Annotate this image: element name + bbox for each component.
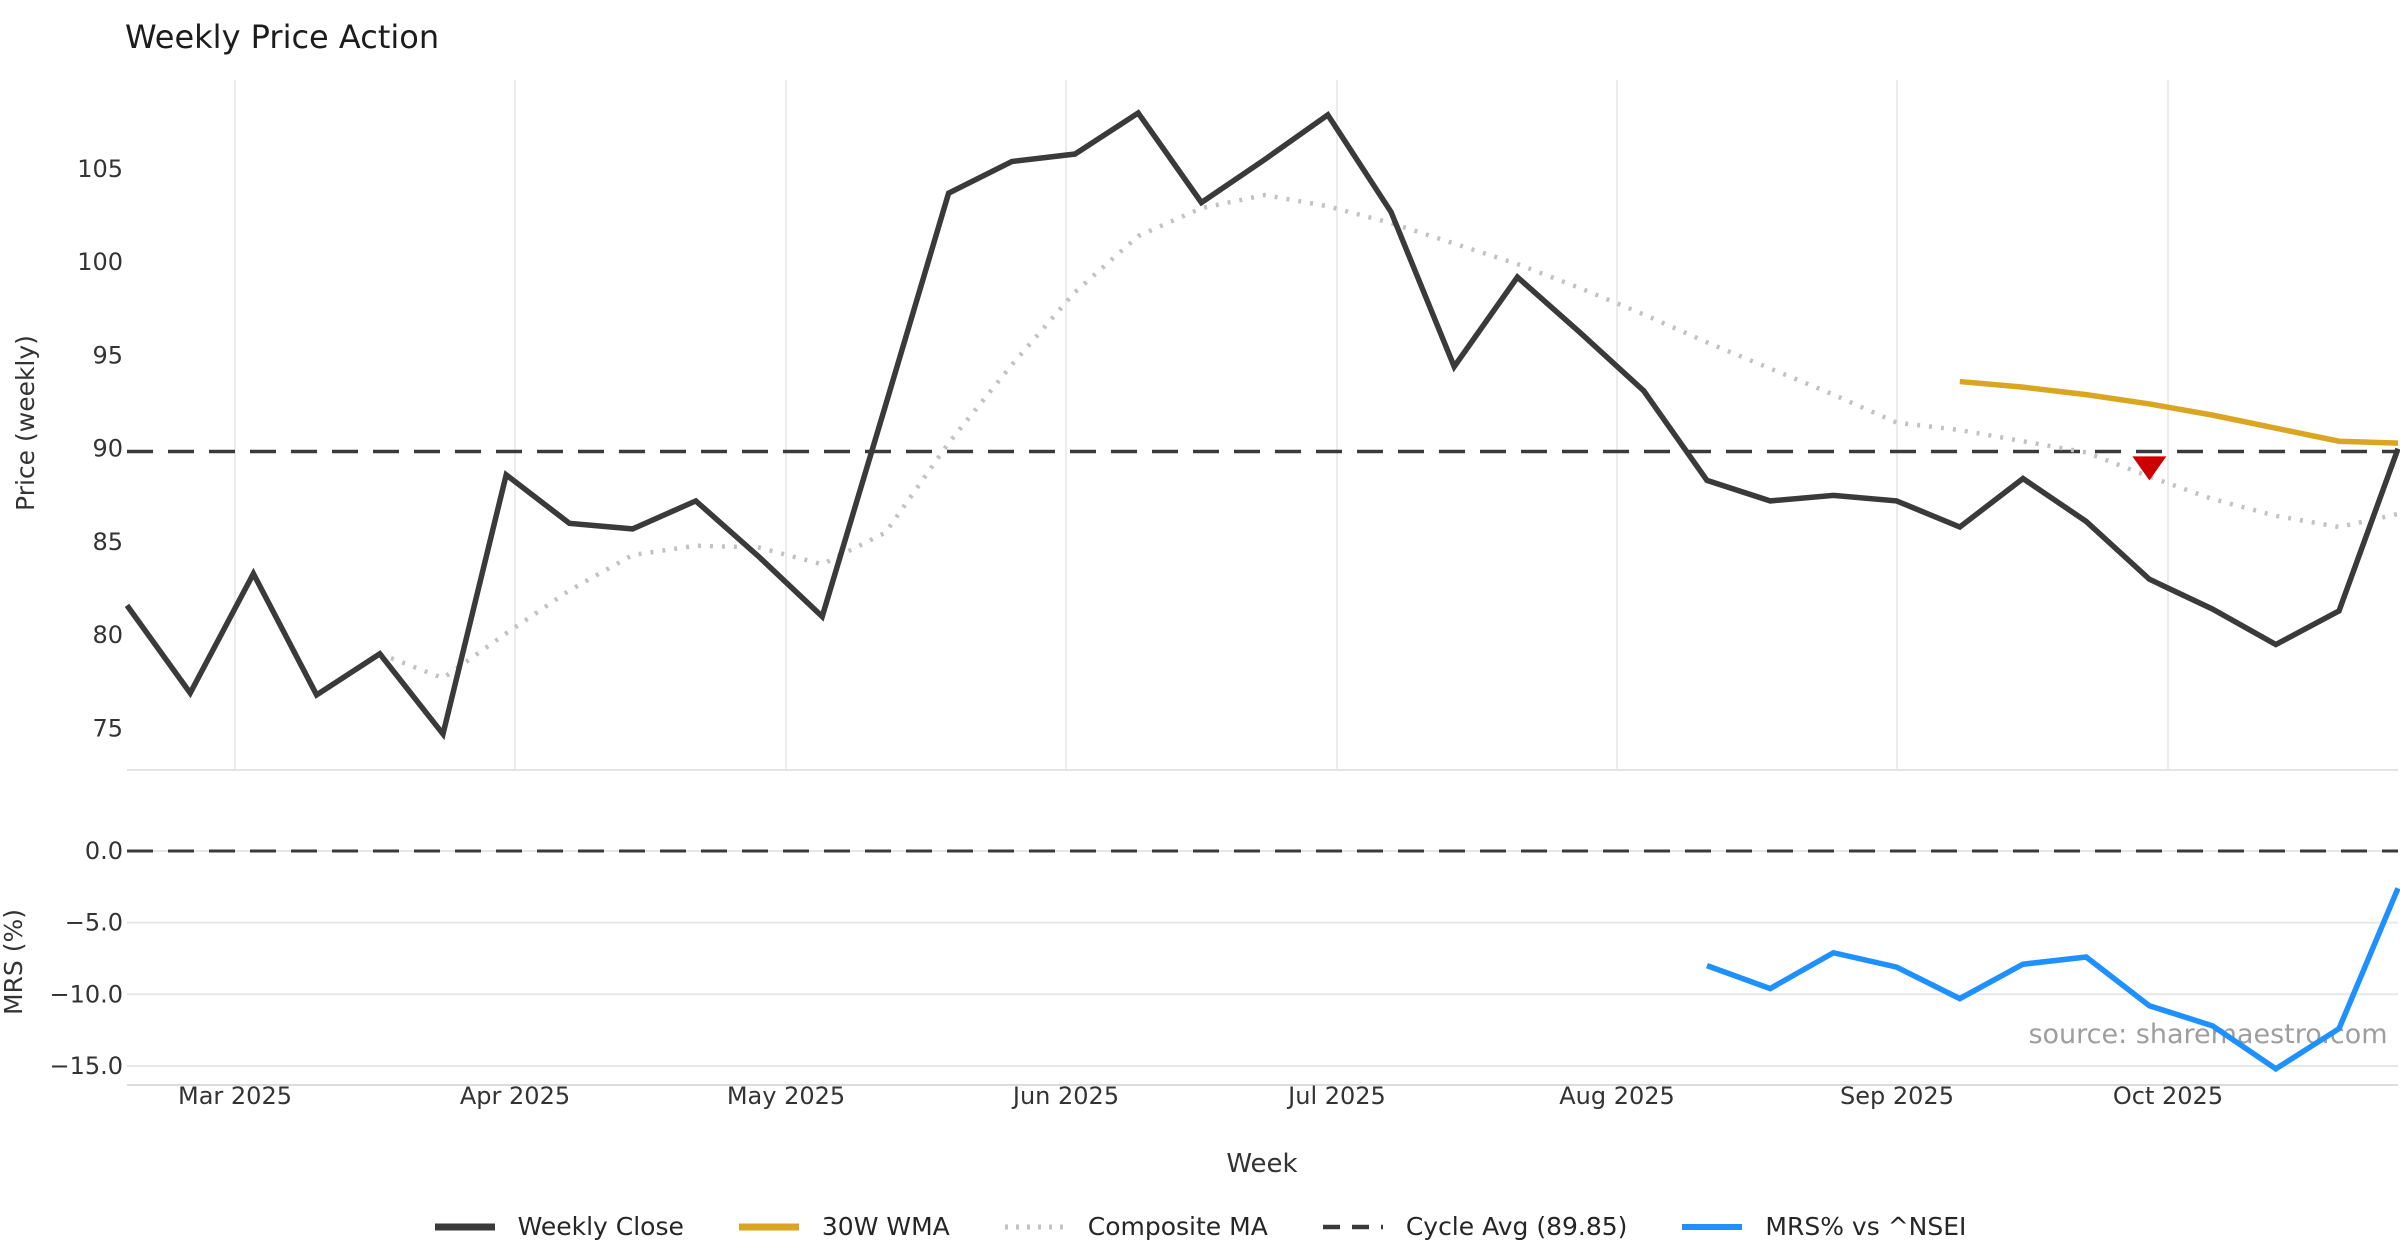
- reference-lines-layer: [127, 449, 2398, 853]
- price-tick-label: 95: [92, 341, 123, 369]
- mrs-y-axis-label: MRS (%): [0, 909, 28, 1015]
- series-layer: [124, 109, 2400, 1073]
- price-y-axis-label: Price (weekly): [11, 335, 40, 511]
- mrs-tick-label: −15.0: [49, 1052, 123, 1080]
- x-axis-label: Week: [1226, 1149, 1297, 1179]
- month-tick-label: Sep 2025: [1840, 1082, 1954, 1110]
- weekly-close-line: [124, 109, 2400, 741]
- price-tick-label: 100: [77, 248, 123, 276]
- composite-ma-line: [378, 192, 2399, 681]
- month-tick-label: Jul 2025: [1286, 1082, 1386, 1110]
- sell-signal-triangle-icon: [2132, 456, 2167, 481]
- month-tick-label: Apr 2025: [460, 1082, 570, 1110]
- month-tick-label: Aug 2025: [1559, 1082, 1675, 1110]
- gridlines-layer: [127, 80, 2398, 1086]
- month-tick-label: Oct 2025: [2113, 1082, 2223, 1110]
- price-tick-label: 90: [92, 435, 123, 463]
- wma30-line: [1959, 378, 2399, 446]
- month-tick-label: Jun 2025: [1011, 1082, 1119, 1110]
- price-tick-label: 105: [77, 155, 123, 183]
- month-tick-label: May 2025: [727, 1082, 845, 1110]
- mrs-tick-label: −5.0: [65, 909, 123, 937]
- price-tick-label: 80: [92, 621, 123, 649]
- mrs-tick-label: −10.0: [49, 980, 123, 1008]
- axis-text-layer: Weekly Price Action Price (weekly) MRS (…: [0, 18, 2223, 1179]
- month-tick-label: Mar 2025: [178, 1082, 292, 1110]
- chart-title: Weekly Price Action: [125, 18, 439, 56]
- signal-marker-layer: [2132, 456, 2167, 481]
- price-tick-label: 85: [92, 528, 123, 556]
- price-tick-label: 75: [92, 714, 123, 742]
- mrs-tick-label: 0.0: [85, 837, 123, 865]
- mrs-line: [1706, 887, 2400, 1073]
